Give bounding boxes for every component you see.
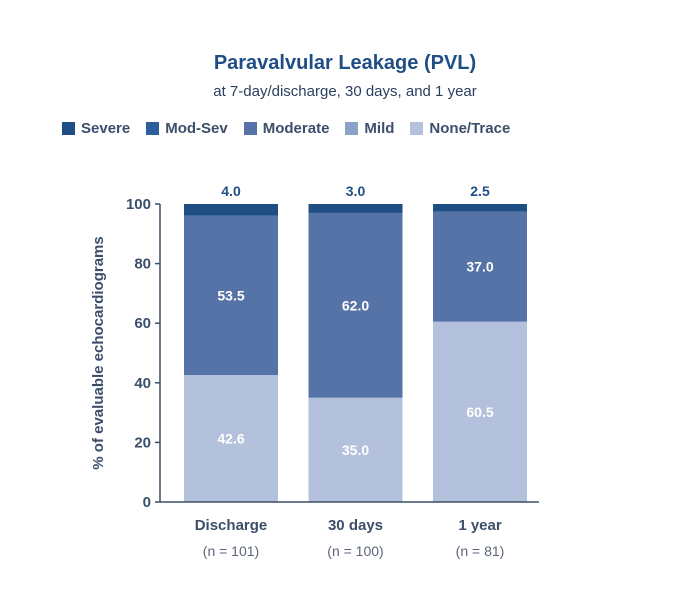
- bar-value-label: 37.0: [466, 259, 493, 275]
- legend-item-mild: Mild: [345, 120, 394, 137]
- bar-value-label: 53.5: [217, 287, 244, 303]
- bar-segment-none-trace: [433, 321, 527, 502]
- legend-swatch: [345, 122, 359, 135]
- bar-top-label: 3.0: [346, 183, 366, 199]
- bar-segment-moderate: [433, 211, 527, 322]
- bar-value-label: 42.6: [217, 431, 244, 447]
- x-category-note: (n = 100): [327, 543, 383, 559]
- legend-item-moderate: Moderate: [243, 120, 330, 137]
- legend-label: Mod-Sev: [165, 120, 228, 137]
- legend-swatch: [146, 122, 160, 135]
- legend-label: Moderate: [262, 120, 330, 137]
- x-category-label: 1 year: [458, 517, 502, 534]
- bar-segment-none-trace: [308, 397, 403, 502]
- y-tick-label: 40: [134, 375, 151, 392]
- y-tick-label: 0: [143, 494, 151, 511]
- legend-item-severe: Severe: [62, 120, 130, 137]
- chart-title: Paravalvular Leakage (PVL): [213, 52, 477, 74]
- chart-legend: Severe Mod-Sev Moderate Mild None/Trace: [62, 120, 510, 137]
- legend-swatch: [243, 122, 257, 135]
- bar-value-label: 35.0: [342, 442, 369, 458]
- bar-segment-moderate: [308, 212, 403, 398]
- legend-label: Mild: [364, 120, 395, 137]
- legend-label: Severe: [81, 120, 131, 137]
- y-tick-label: 20: [134, 434, 151, 451]
- bar-segment-severe: [308, 204, 403, 213]
- y-tick-label: 100: [126, 196, 151, 213]
- legend-swatch: [62, 122, 75, 135]
- y-axis-label: % of evaluable echocardiograms: [90, 236, 107, 469]
- legend-item-mod-sev: Mod-Sev: [146, 120, 228, 137]
- x-category-note: (n = 81): [456, 543, 505, 559]
- bar-value-label: 62.0: [342, 297, 369, 313]
- bar-segment-severe: [433, 204, 527, 212]
- bar-segment-none-trace: [184, 375, 278, 502]
- legend-swatch: [410, 122, 424, 135]
- bar-value-label: 60.5: [466, 404, 493, 420]
- bar-segment-moderate: [184, 215, 278, 376]
- chart-subtitle: at 7-day/discharge, 30 days, and 1 year: [213, 83, 477, 100]
- x-category-label: 30 days: [328, 517, 383, 534]
- bar-segment-severe: [184, 204, 278, 216]
- bar-top-label: 4.0: [221, 183, 241, 199]
- y-tick-label: 80: [134, 256, 151, 273]
- legend-label: None/Trace: [429, 120, 511, 137]
- x-category-label: Discharge: [195, 517, 268, 534]
- x-category-note: (n = 101): [203, 543, 259, 559]
- legend-item-none-trace: None/Trace: [410, 120, 510, 137]
- y-tick-label: 60: [134, 315, 151, 332]
- bar-top-label: 2.5: [470, 183, 490, 199]
